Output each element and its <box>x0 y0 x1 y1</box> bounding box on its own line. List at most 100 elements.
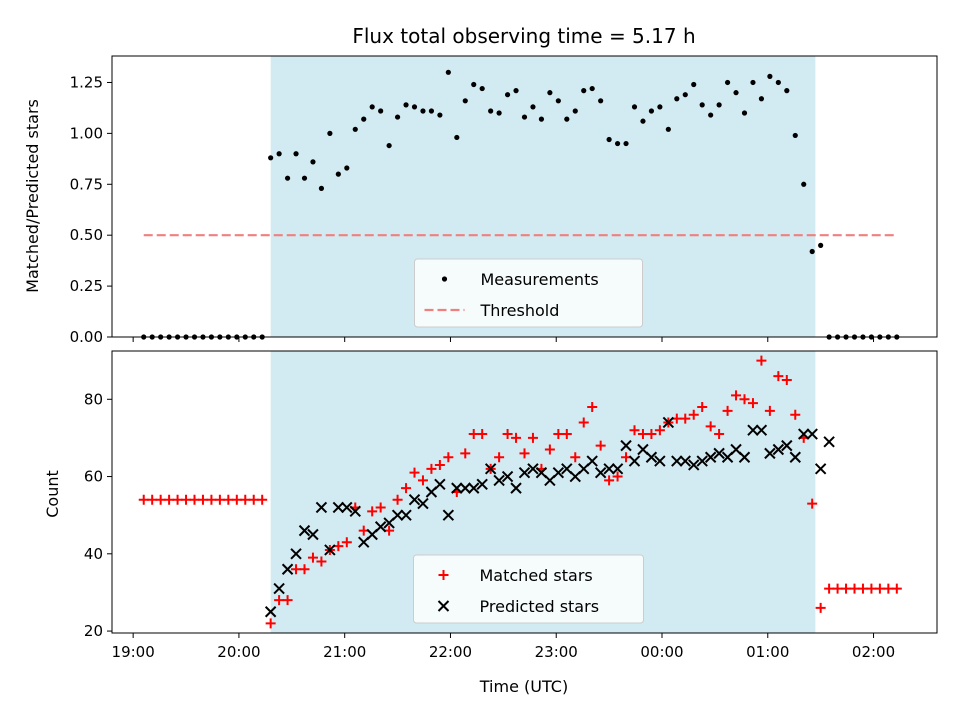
measurement-point <box>369 104 375 110</box>
matched-point <box>824 583 835 594</box>
predicted-point <box>341 501 353 514</box>
predicted-point <box>645 451 658 463</box>
measurement-point <box>496 110 502 116</box>
matched-point <box>722 405 733 416</box>
matched-point <box>849 583 860 594</box>
measurement-point <box>488 108 494 114</box>
predicted-point <box>823 436 835 448</box>
predicted-point <box>273 582 285 595</box>
matched-point <box>409 467 420 478</box>
y-tick-label: 1.00 <box>70 124 103 142</box>
matched-point <box>282 595 293 606</box>
measurement-point <box>767 73 773 79</box>
measurement-point <box>818 242 824 248</box>
measurement-point <box>530 104 536 110</box>
legend-label: Threshold <box>480 301 560 320</box>
matched-point <box>747 398 758 409</box>
matched-point <box>223 494 234 505</box>
matched-point <box>646 429 657 440</box>
matched-point <box>544 444 555 455</box>
matched-point <box>274 595 285 606</box>
measurement-point <box>640 118 646 124</box>
predicted-point <box>307 528 319 541</box>
predicted-point <box>493 474 505 487</box>
matched-point <box>874 583 885 594</box>
measurement-point <box>564 116 570 122</box>
legend-marker-matched <box>438 570 449 580</box>
measurement-point <box>733 90 739 96</box>
matched-point <box>367 506 378 517</box>
predicted-point <box>679 455 691 467</box>
predicted-point <box>603 463 615 475</box>
y-tick-label: 0.00 <box>70 328 103 346</box>
x-axis-label: Time (UTC) <box>479 677 568 696</box>
predicted-point <box>713 447 725 460</box>
legend-label: Predicted stars <box>480 597 600 616</box>
y-tick-label: 40 <box>84 545 103 563</box>
x-tick-label: 23:00 <box>535 643 578 661</box>
matched-point <box>637 429 648 440</box>
y-tick-label: 20 <box>84 622 103 640</box>
matched-point <box>705 421 716 432</box>
matched-point <box>527 432 538 443</box>
measurement-point <box>589 85 595 92</box>
matched-point <box>189 494 200 505</box>
legend: Measurements Threshold <box>414 258 643 328</box>
matched-point <box>443 452 454 463</box>
matched-point <box>739 394 750 405</box>
measurement-point <box>657 104 663 110</box>
matched-point <box>815 602 826 613</box>
measurement-point <box>784 88 790 94</box>
matched-point <box>561 429 572 440</box>
legend: Matched stars Predicted stars <box>413 554 644 624</box>
matched-point <box>401 483 412 494</box>
measurement-point <box>750 79 756 86</box>
measurement-point <box>758 96 765 102</box>
matched-point <box>680 413 691 424</box>
legend-box <box>413 554 644 624</box>
measurement-point <box>437 112 443 118</box>
predicted-point <box>400 509 412 521</box>
matched-point <box>502 429 513 440</box>
bottom-panel: 20 40 60 80 19:00 20:00 21:00 22:00 23:00 00:00 01… <box>84 350 938 661</box>
series-predicted-stars <box>264 416 835 618</box>
measurement-point <box>403 102 409 108</box>
matched-point <box>883 583 894 594</box>
predicted-point <box>290 548 302 560</box>
legend-marker-predicted <box>437 600 450 612</box>
predicted-point <box>468 482 480 494</box>
axes-frame <box>111 350 938 634</box>
top-panel-title: Flux total observing time = 5.17 h <box>352 24 695 48</box>
measurement-point <box>268 155 274 161</box>
measurement-point <box>344 165 350 171</box>
matched-point <box>240 494 251 505</box>
measurement-point <box>394 114 401 120</box>
matched-point <box>392 494 403 505</box>
predicted-point <box>332 501 345 514</box>
predicted-point <box>671 455 683 467</box>
measurement-point <box>699 102 705 108</box>
matched-point <box>764 405 775 416</box>
matched-point <box>595 440 606 451</box>
predicted-point <box>688 459 700 471</box>
predicted-point <box>738 451 751 463</box>
matched-point <box>477 429 488 440</box>
measurement-point <box>547 90 553 96</box>
measurement-point <box>538 116 545 122</box>
matched-point <box>697 402 708 413</box>
matched-point <box>375 502 386 513</box>
measurement-point <box>708 112 714 118</box>
predicted-point <box>501 470 514 483</box>
predicted-point <box>476 478 488 490</box>
matched-point <box>155 494 166 505</box>
measurement-point <box>318 185 325 191</box>
measurement-point <box>310 159 316 165</box>
matched-point <box>866 583 877 594</box>
legend-label: Measurements <box>481 270 599 289</box>
measurement-point <box>598 98 604 104</box>
matched-point <box>206 494 217 505</box>
predicted-point <box>281 563 294 575</box>
predicted-point <box>798 428 810 440</box>
measurement-point <box>445 69 451 75</box>
